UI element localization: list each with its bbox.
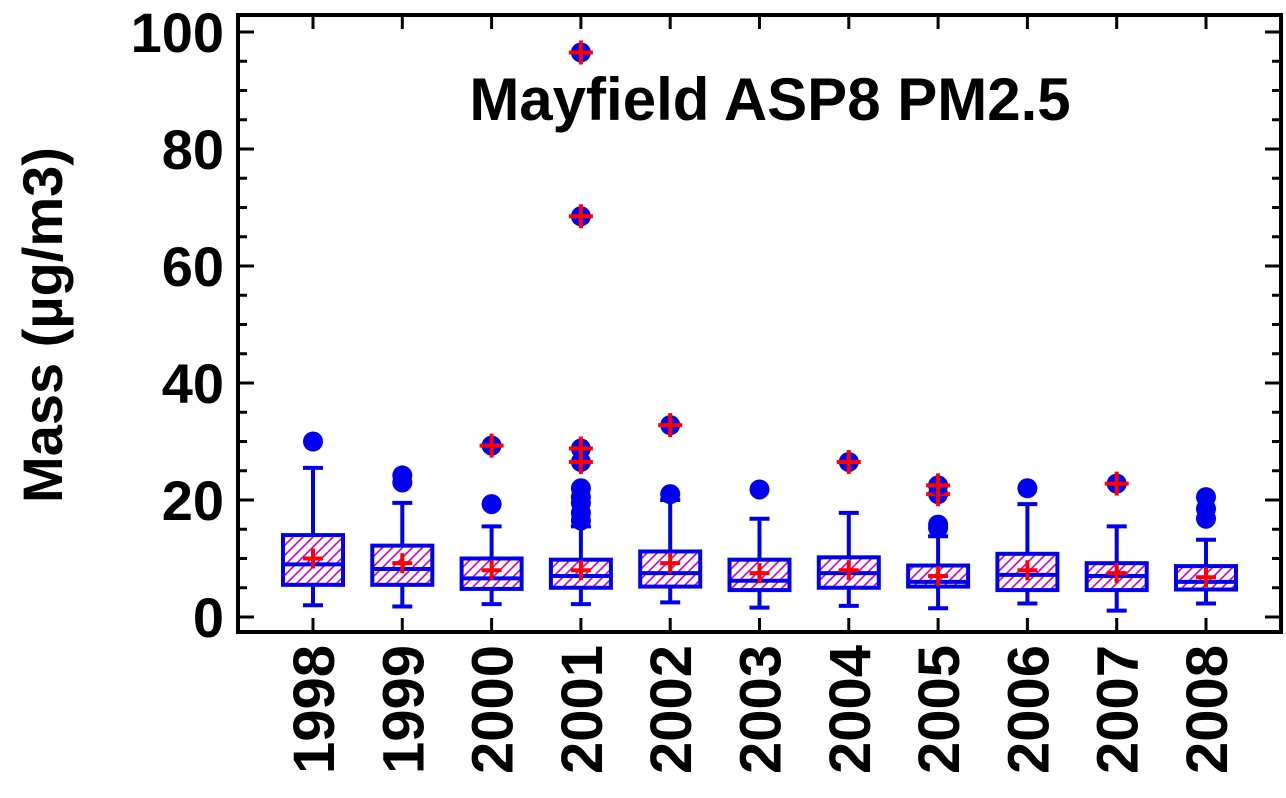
box-2005 — [906, 473, 971, 611]
outlier-point — [303, 431, 323, 452]
y-axis: 0 20 40 60 80 100 — [131, 1, 1281, 649]
y-tick-label: 80 — [162, 118, 224, 181]
x-tick-label: 1998 — [282, 645, 347, 774]
box-2004 — [816, 449, 881, 608]
y-tick-label: 60 — [162, 235, 224, 298]
x-tick-label: 2008 — [1175, 645, 1240, 774]
box-2008 — [1174, 487, 1238, 606]
y-tick-label: 0 — [193, 586, 224, 649]
box-2006 — [995, 478, 1060, 606]
y-tick-label: 40 — [162, 352, 224, 415]
outlier-point — [392, 465, 413, 486]
x-tick-label: 2007 — [1086, 645, 1151, 774]
box-2007 — [1084, 471, 1149, 613]
outlier-point — [570, 478, 591, 499]
box-1999 — [370, 465, 435, 609]
outlier-point — [1017, 478, 1038, 499]
box-2001 — [548, 40, 613, 607]
outlier-point — [928, 514, 949, 535]
x-tick-label: 2006 — [996, 645, 1061, 774]
box-2003 — [727, 479, 792, 610]
x-tick-label: 2001 — [550, 645, 615, 774]
y-axis-label: Mass (µg/m3) — [11, 147, 74, 503]
y-tick-label: 20 — [162, 469, 224, 532]
y-tick-label: 100 — [131, 1, 224, 64]
x-tick-label: 2003 — [729, 645, 794, 774]
box-2000 — [459, 433, 524, 607]
x-tick-label: 1999 — [371, 645, 436, 774]
outlier-point — [1196, 487, 1216, 508]
outlier-point — [749, 479, 770, 500]
x-axis: 1998 1999 2000 2001 2002 2003 2004 2005 2006 2007… — [282, 15, 1240, 774]
x-tick-label: 2002 — [639, 645, 704, 774]
x-tick-label: 2004 — [818, 645, 883, 774]
x-tick-label: 2000 — [461, 645, 526, 774]
outlier-point — [660, 484, 681, 505]
chart-title: Mayfield ASP8 PM2.5 — [469, 66, 1070, 133]
x-tick-label: 2005 — [907, 645, 972, 774]
box-series — [281, 40, 1238, 613]
box-2002 — [638, 413, 703, 605]
box-1998 — [281, 431, 345, 608]
outlier-point — [481, 494, 502, 515]
